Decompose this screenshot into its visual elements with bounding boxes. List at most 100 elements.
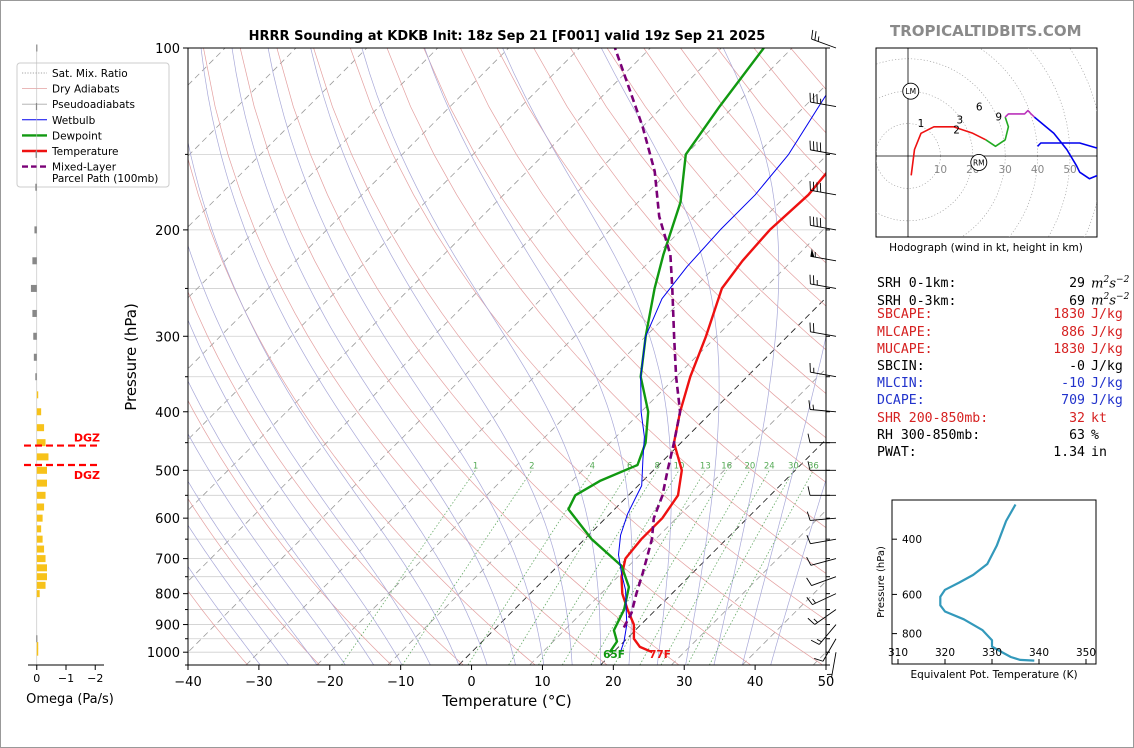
omega-bar [35,373,37,381]
barb-staff [810,517,837,521]
barb-staff [810,409,837,413]
omega-bar [36,535,43,543]
omega-bar [36,424,45,432]
param-unit: J/kg [1091,324,1123,340]
pseudoadiabat [188,433,346,665]
param-value: 1830 [1053,307,1085,323]
theta-e-xtick-label: 330 [982,647,1002,659]
param-unit: J/kg [1091,376,1123,392]
mixing-ratio-label: 24 [764,461,775,471]
pseudoadiabat [713,48,780,665]
hodo-segment [1004,109,1035,118]
theta-e-plot [939,503,1035,662]
pseudoadiabat [188,565,261,665]
wind-barb [809,322,837,337]
omega-bar [36,635,38,643]
x-tick-label: 20 [605,675,622,690]
omega-bar [36,545,45,553]
hodo-ring-label: 30 [999,164,1012,176]
omega-bar [36,439,46,447]
x-tick-label: −20 [316,675,343,690]
site-branding[interactable]: TROPICALTIDBITS.COM [890,22,1082,40]
isotherm [0,48,12,665]
mixing-ratio-line [561,470,680,665]
barb-half [813,618,818,623]
wind-barb [814,638,837,662]
hodo-marker-label: RM [973,158,985,167]
legend-entry: Pseudoadiabats [52,99,135,111]
barb-full [806,534,811,544]
mixing-ratio-label: 10 [674,461,685,471]
x-tick-label: 50 [818,675,835,690]
x-tick-label: 10 [534,675,551,690]
omega-tick-label: −2 [87,672,103,685]
dgz-label: DGZ [74,432,100,445]
param-row: DCAPE: 709 J/kg [877,392,1129,409]
y-tick-label: 400 [155,406,180,421]
x-tick-label: −40 [174,675,201,690]
surface-temperature-label: 77F [649,649,671,661]
mixing-ratio-label: 16 [721,461,732,471]
wind-barb [807,486,836,496]
omega-bar [36,590,40,598]
mixing-ratio-line [613,470,727,665]
barb-staff [810,283,837,289]
wind-barb [806,593,837,606]
pseudoadiabat [424,48,633,665]
theta-e-xlabel: Equivalent Pot. Temperature (K) [910,669,1077,681]
omega-bar [36,573,47,581]
omega-tick-label: 0 [33,672,40,685]
param-label: PWAT: [877,444,917,460]
barb-staff [818,624,837,645]
param-label: RH 300-850mb: [877,427,981,443]
isotherm [671,509,826,665]
hodo-height-label: 2 [953,124,960,136]
param-unit: kt [1091,410,1107,426]
legend-entry: Parcel Path (100mb) [52,173,158,185]
dry-adiabat [460,48,826,483]
wind-barb [809,274,837,289]
series-wetbulb [618,94,826,653]
param-value: -0 [1069,358,1085,374]
param-label: MUCAPE: [877,341,933,357]
x-tick-label: −30 [245,675,272,690]
param-value: 29 [1069,276,1085,292]
y-tick-label: 300 [155,330,180,345]
dry-adiabat [188,590,248,665]
x-axis-label: Temperature (°C) [441,692,571,710]
wind-barb [806,534,837,545]
mixing-ratio-label: 20 [745,461,756,471]
barb-full [810,639,820,645]
param-unit: in [1091,444,1107,460]
param-value: 32 [1069,410,1085,426]
omega-bar [36,642,39,650]
barb-staff [812,593,837,606]
barb-staff [822,638,837,662]
theta-e-ytick-label: 400 [902,534,922,546]
omega-bar [36,466,47,474]
theta-e-line [939,503,1035,662]
mixing-ratio-line [538,470,658,665]
barb-full [806,511,811,521]
param-value: 69 [1069,293,1085,309]
legend-box [16,62,170,188]
omega-bar [36,503,45,511]
dry-adiabat [386,48,826,574]
y-tick-label: 200 [155,224,180,239]
pseudoadiabat [200,48,488,665]
theta-e-xtick-label: 310 [888,647,908,659]
skewt-series [567,48,826,654]
hodo-segment [910,126,987,176]
barb-full [811,29,814,40]
barb-full [806,577,812,586]
wind-barb [809,362,837,378]
x-tick-label: −10 [387,675,414,690]
series-mixedlayer [613,48,682,629]
omega-bar [36,408,42,416]
omega-bar [34,226,37,234]
wind-barb [809,140,837,155]
param-unit: m2s−2 [1091,275,1130,292]
barb-staff [811,38,837,49]
barb-staff [810,255,837,262]
param-row: SBCIN: -0 J/kg [877,358,1129,375]
